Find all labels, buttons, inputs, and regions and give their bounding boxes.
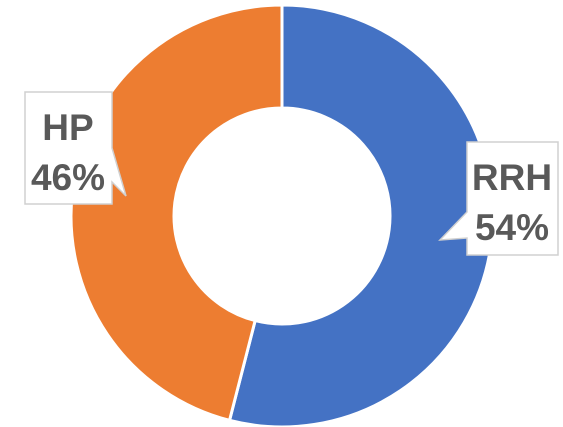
slice-hp — [69, 3, 284, 423]
callout-box-hp — [24, 91, 127, 205]
doughnut-slices — [69, 3, 495, 427]
slice-label-hp: HP — [42, 107, 93, 148]
slice-percent-rrh: 54% — [475, 207, 549, 248]
data-label-hp: HP 46% — [24, 91, 127, 205]
slice-rrh — [227, 3, 495, 427]
data-label-rrh: RRH 54% — [438, 141, 559, 256]
slice-percent-hp: 46% — [31, 157, 105, 198]
callout-box-rrh — [438, 141, 559, 256]
slice-label-rrh: RRH — [472, 157, 552, 198]
